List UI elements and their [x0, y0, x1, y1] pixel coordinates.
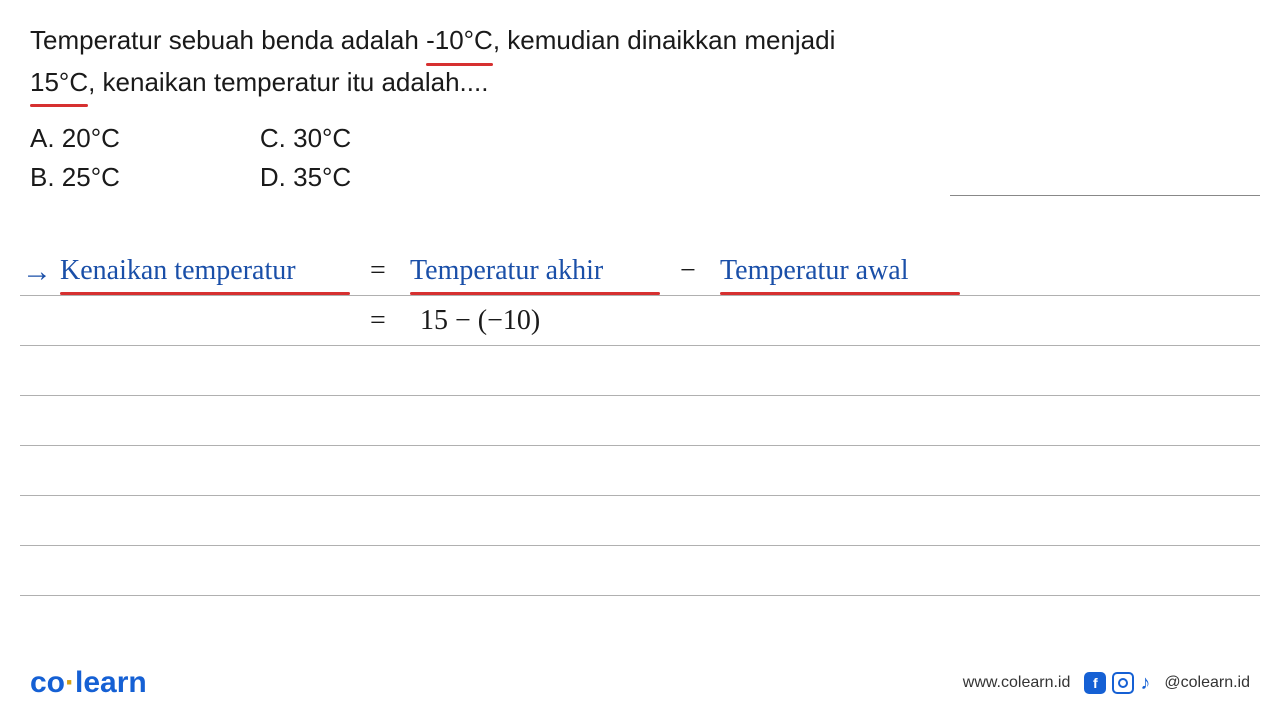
question-area: Temperatur sebuah benda adalah -10°C, ke… [0, 0, 1280, 203]
footer-handle: @colearn.id [1164, 674, 1250, 692]
option-d: D. 35°C [260, 162, 351, 193]
ruled-line [20, 495, 1260, 496]
tiktok-icon: ♪ [1140, 672, 1150, 695]
footer-url: www.colearn.id [963, 674, 1071, 692]
hw-label: Kenaikan temperatur [60, 255, 296, 287]
option-c: C. 30°C [260, 123, 351, 154]
hw-minus: − [680, 255, 696, 287]
ruled-line [20, 545, 1260, 546]
highlight-minus10: -10°C [426, 20, 493, 62]
footer: co·learn www.colearn.id f ♪ @colearn.id [30, 666, 1250, 700]
hw-label-underline [60, 292, 350, 295]
ruled-line [20, 395, 1260, 396]
question-line1-pre: Temperatur sebuah benda adalah [30, 25, 426, 55]
options-col-left: A. 20°C B. 25°C [30, 123, 120, 193]
logo-part1: co [30, 666, 65, 699]
social-icons: f ♪ [1084, 672, 1150, 695]
ruled-line [20, 595, 1260, 596]
logo-part2: learn [75, 666, 147, 699]
footer-right: www.colearn.id f ♪ @colearn.id [963, 672, 1250, 695]
arrow-icon: → [22, 255, 52, 289]
hw-calc: 15 − (−10) [420, 305, 540, 337]
logo: co·learn [30, 666, 147, 700]
options-col-right: C. 30°C D. 35°C [260, 123, 351, 193]
ruled-line [20, 345, 1260, 346]
hw-term2: Temperatur awal [720, 255, 909, 287]
highlight-15c: 15°C [30, 62, 88, 104]
hw-equals2: = [370, 305, 386, 337]
instagram-icon [1112, 672, 1134, 694]
question-line1-post: , kemudian dinaikkan menjadi [493, 25, 836, 55]
option-b: B. 25°C [30, 162, 120, 193]
option-a: A. 20°C [30, 123, 120, 154]
facebook-icon: f [1084, 672, 1106, 694]
question-text: Temperatur sebuah benda adalah -10°C, ke… [30, 20, 1250, 103]
logo-dot: · [65, 666, 75, 699]
ruled-line [20, 445, 1260, 446]
hw-equals1: = [370, 255, 386, 287]
options: A. 20°C B. 25°C C. 30°C D. 35°C [30, 123, 1250, 193]
question-line2-post: , kenaikan temperatur itu adalah.... [88, 67, 488, 97]
hw-term1-underline [410, 292, 660, 295]
hw-term2-underline [720, 292, 960, 295]
ruled-line [20, 295, 1260, 296]
hw-term1: Temperatur akhir [410, 255, 603, 287]
top-divider [950, 195, 1260, 196]
